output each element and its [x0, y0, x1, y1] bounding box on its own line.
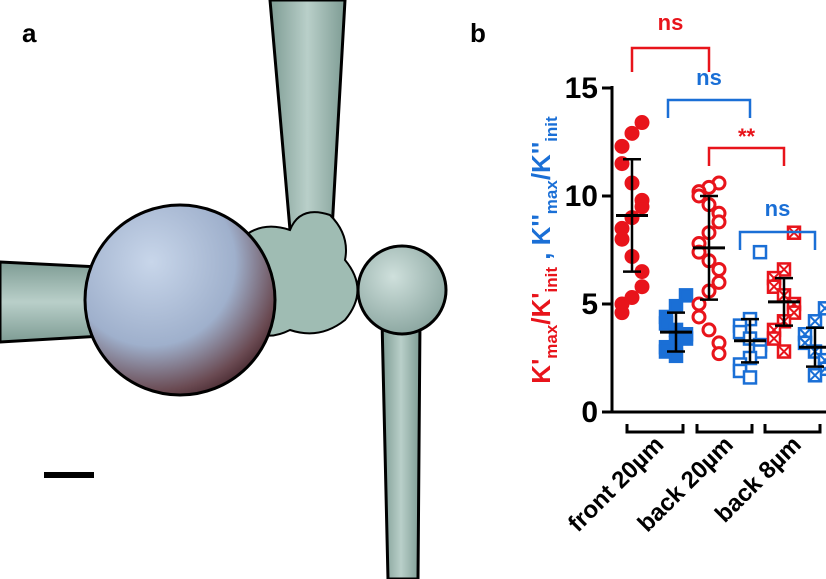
data-point — [614, 156, 630, 172]
data-point — [634, 115, 650, 131]
group-bracket — [695, 424, 754, 434]
data-point — [614, 231, 630, 247]
data-point — [711, 274, 727, 290]
sd-bar — [667, 311, 685, 353]
scale-bar — [44, 472, 94, 478]
marker-cross — [808, 368, 822, 382]
marker-cross — [808, 314, 822, 328]
data-point — [711, 214, 727, 230]
small-bead — [356, 244, 448, 336]
data-point — [807, 314, 823, 329]
y-label-part: max — [542, 324, 561, 359]
large-bead — [83, 203, 277, 397]
data-point — [742, 370, 758, 385]
y-label-part: max — [542, 180, 561, 215]
y-label-part: init — [542, 116, 561, 142]
marker-box — [678, 288, 694, 303]
data-point — [776, 344, 792, 359]
data-point — [807, 368, 823, 383]
panel-label: a — [22, 18, 37, 48]
y-label-part: K'' — [526, 214, 556, 245]
data-point — [711, 346, 727, 362]
y-axis-label: K'max/K'init , K''max/K''init — [526, 116, 561, 384]
marker-box — [817, 301, 826, 316]
data-point — [624, 125, 640, 141]
panel-label: b — [470, 18, 486, 48]
marker-cross — [777, 344, 791, 359]
data-point — [691, 309, 707, 325]
data-point — [634, 199, 650, 215]
data-point — [786, 305, 802, 320]
micrograph — [0, 0, 448, 579]
data-point — [817, 301, 826, 316]
significance-label: ns — [765, 196, 791, 221]
sd-bar — [623, 158, 641, 273]
y-label-part: /K' — [526, 293, 556, 325]
y-label-part: init — [542, 267, 561, 293]
significance-label: ns — [658, 10, 684, 35]
sd-bar — [775, 276, 793, 327]
sd-bar — [700, 194, 718, 301]
y-label-part: K' — [526, 359, 556, 384]
significance-bracket — [666, 98, 752, 118]
data-point — [614, 138, 630, 154]
y-tick-label: 0 — [581, 396, 598, 429]
data-point — [678, 288, 694, 303]
sd-bar — [741, 317, 759, 364]
y-tick-label: 15 — [565, 72, 598, 105]
group-bracket — [625, 424, 685, 434]
data-point — [752, 244, 768, 260]
significance-label: ns — [696, 65, 722, 90]
data-point — [614, 305, 630, 321]
data-point — [766, 279, 782, 294]
data-point — [701, 322, 717, 338]
marker-box — [742, 370, 758, 385]
data-point — [711, 261, 727, 277]
data-point — [624, 290, 640, 306]
sd-bar — [806, 326, 824, 368]
pipette-top — [268, 0, 347, 232]
data-point — [766, 331, 782, 346]
data-point — [634, 279, 650, 295]
significance-bracket — [630, 46, 711, 72]
y-label-part: /K'' — [526, 142, 556, 180]
marker-cross — [818, 301, 826, 316]
y-label-part: , — [526, 245, 556, 267]
group-bracket — [763, 424, 822, 434]
marker-box — [752, 244, 768, 260]
y-tick-label: 10 — [565, 180, 598, 213]
significance-bracket — [738, 230, 817, 250]
significance-label: ** — [738, 124, 756, 149]
marker-cross — [767, 331, 781, 346]
y-tick-label: 5 — [581, 288, 598, 321]
pipette-bottom — [380, 318, 422, 579]
significance-bracket — [707, 146, 786, 166]
